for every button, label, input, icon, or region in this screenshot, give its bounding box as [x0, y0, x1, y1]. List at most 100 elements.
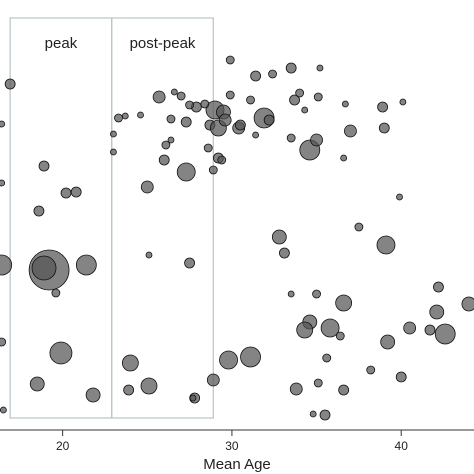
bubble [4, 78, 16, 90]
bubble [51, 288, 61, 298]
bubble [433, 281, 444, 293]
bubble [176, 162, 196, 182]
bubble [31, 255, 57, 281]
bubble [75, 254, 97, 276]
bubble [0, 120, 6, 128]
bubble [313, 92, 323, 102]
bubble [208, 165, 218, 175]
bubble [60, 187, 72, 199]
bubble [310, 133, 323, 147]
bubble [121, 112, 129, 120]
bubble [240, 346, 261, 368]
bubble [289, 94, 300, 106]
bubble [309, 410, 317, 418]
bubble [170, 88, 178, 96]
bubble [278, 247, 290, 259]
bubble [399, 98, 407, 106]
bubble [424, 324, 436, 336]
region-label: post-peak [130, 35, 196, 52]
bubble [161, 140, 171, 150]
bubble [176, 91, 186, 101]
bubble [38, 160, 50, 172]
bubble [376, 235, 396, 255]
bubble [0, 406, 7, 414]
bubble [316, 64, 324, 72]
bubble [289, 382, 303, 396]
bubble [268, 69, 277, 79]
bubble [0, 179, 6, 187]
bubble [396, 193, 403, 201]
bubble [403, 321, 417, 335]
bubble [434, 323, 456, 345]
bubble [250, 70, 262, 82]
bubble [344, 124, 357, 138]
bubble [140, 377, 158, 395]
bubble [340, 154, 348, 162]
bubble [200, 99, 210, 109]
bubble [189, 394, 197, 402]
bubble [312, 289, 321, 299]
bubble [366, 365, 376, 375]
bubble [285, 62, 297, 74]
bubble [338, 384, 350, 396]
bubble [341, 100, 349, 108]
bubble [49, 341, 73, 365]
bubble [301, 106, 309, 114]
bubble [85, 387, 101, 403]
bubble [0, 337, 7, 347]
bubble [110, 148, 117, 156]
bubble [377, 101, 388, 113]
bubble [218, 113, 232, 127]
bubble [319, 409, 331, 421]
bubble [140, 180, 154, 194]
bubble [123, 384, 135, 396]
bubble [152, 90, 166, 104]
bubble [180, 116, 192, 128]
bubble [0, 254, 13, 276]
bubble [29, 376, 45, 392]
bubble [219, 350, 238, 370]
bubble [461, 296, 474, 312]
bubble [234, 119, 246, 131]
bubble [378, 122, 390, 134]
bubble [114, 113, 123, 123]
bubble [313, 378, 323, 388]
bubble [246, 95, 255, 105]
bubble [184, 257, 196, 269]
x-tick-label: 30 [225, 439, 239, 453]
bubble [380, 334, 396, 350]
bubble [335, 294, 353, 312]
bubble [121, 354, 139, 372]
x-tick-label: 20 [56, 439, 70, 453]
bubble [185, 100, 195, 110]
bubble [287, 290, 295, 298]
region-label: peak [45, 35, 78, 52]
x-axis-label: Mean Age [203, 456, 271, 473]
bubble [296, 321, 314, 339]
bubble [225, 55, 235, 65]
region-box [111, 17, 214, 419]
bubble [263, 114, 275, 126]
bubble [335, 331, 345, 341]
bubble [145, 251, 153, 259]
bubble [295, 88, 305, 98]
bubble [110, 130, 117, 138]
bubble [322, 353, 332, 363]
bubble [158, 154, 170, 166]
bubble [286, 133, 296, 143]
bubble [167, 136, 175, 144]
bubble [137, 111, 144, 119]
bubble [320, 318, 340, 338]
bubble [271, 229, 287, 245]
bubble [203, 143, 213, 153]
bubble [217, 155, 227, 165]
bubble [225, 90, 235, 100]
bubble [206, 373, 220, 387]
bubble [354, 222, 364, 232]
bubble [429, 304, 445, 320]
bubble [166, 114, 176, 124]
bubble [252, 131, 260, 139]
bubble [70, 186, 82, 198]
bubble [33, 205, 45, 217]
